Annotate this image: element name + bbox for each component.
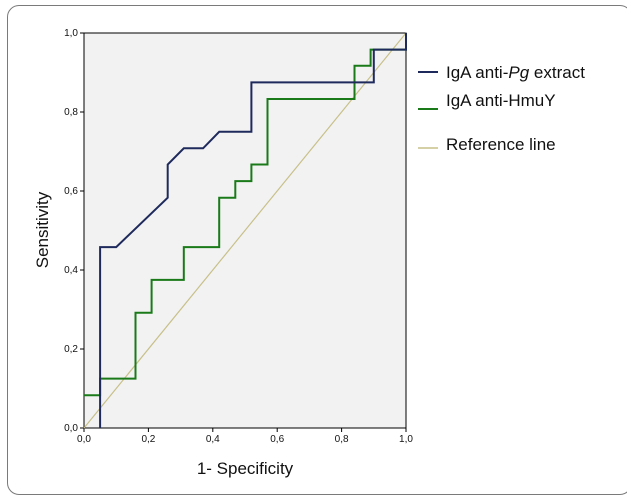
y-axis-label: Sensitivity: [33, 191, 52, 268]
x-tick-label: 0,0: [77, 434, 91, 445]
y-tick-label: 1,0: [64, 28, 78, 39]
series-line-1: [99, 33, 407, 428]
legend-label-series-3: Reference line: [446, 135, 556, 154]
x-tick-label: 0,2: [141, 434, 155, 445]
x-tick-label: 1,0: [399, 434, 413, 445]
y-tick-label: 0,8: [64, 107, 78, 118]
y-tick-label: 0,2: [64, 344, 78, 355]
x-tick-label: 0,4: [206, 434, 220, 445]
x-tick-label: 0,6: [270, 434, 284, 445]
legend-label-series-1-suffix: extract: [529, 63, 585, 82]
legend-label-series-2: IgA anti-HmuY: [446, 91, 556, 110]
x-tick-label: 0,8: [335, 434, 349, 445]
roc-chart: 0,0 0,2 0,4 0,6 0,8 1,0 0,0 0,2 0,4 0,6 0,8 1,0 Sen…: [33, 28, 585, 478]
y-tick-label: 0,0: [64, 423, 78, 434]
axis-ticks: 0,0 0,2 0,4 0,6 0,8 1,0 0,0 0,2 0,4 0,6 0,8 1,0: [64, 28, 413, 445]
x-axis-label: 1- Specificity: [197, 459, 294, 478]
y-tick-label: 0,4: [64, 265, 78, 276]
legend-label-series-1-prefix: IgA anti-: [446, 63, 508, 82]
legend-label-series-1-italic: Pg: [508, 63, 529, 82]
y-tick-label: 0,6: [64, 186, 78, 197]
series-lines: [83, 32, 407, 429]
series-line-2: [84, 33, 407, 397]
legend: IgA anti-Pg extract IgA anti-HmuY Refere…: [418, 63, 585, 154]
legend-label-series-1: IgA anti-Pg extract: [446, 63, 585, 82]
